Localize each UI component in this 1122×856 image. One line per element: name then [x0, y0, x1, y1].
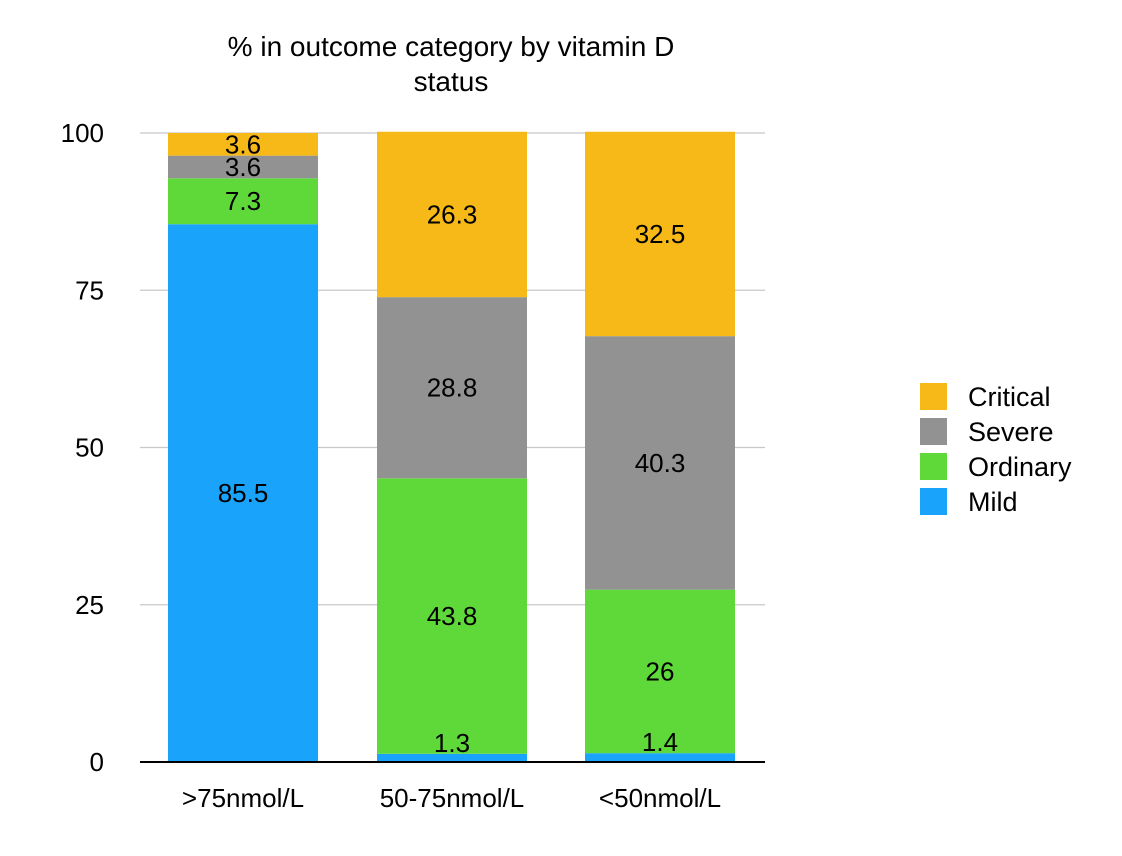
bar-segment-ordinary: [377, 478, 527, 754]
y-tick-label: 25: [75, 590, 104, 620]
chart-title: % in outcome category by vitamin D statu…: [228, 31, 675, 97]
bar-segment-mild: [585, 753, 735, 762]
x-axis-category-labels: >75nmol/L 50-75nmol/L <50nmol/L: [182, 783, 721, 813]
data-label-severe: 40.3: [635, 448, 686, 478]
bar-segment-severe: [377, 297, 527, 479]
bar-segment-critical: [168, 133, 318, 156]
legend-swatch-ordinary: [920, 453, 947, 480]
legend-swatch-critical: [920, 383, 947, 410]
chart-title-line-1: % in outcome category by vitamin D: [228, 31, 675, 62]
legend-swatch-severe: [920, 418, 947, 445]
data-label-critical: 26.3: [427, 199, 478, 229]
legend-label-severe: Severe: [968, 417, 1054, 447]
y-tick-label: 0: [90, 747, 104, 777]
data-label-mild: 85.5: [218, 478, 269, 508]
data-label-mild: 1.3: [434, 728, 470, 758]
legend-label-mild: Mild: [968, 487, 1018, 517]
legend: Critical Severe Ordinary Mild: [920, 382, 1072, 517]
bar-segment-ordinary: [168, 178, 318, 225]
data-label-mild: 1.4: [642, 727, 678, 757]
y-axis-tick-labels: 0 25 50 75 100: [61, 118, 104, 777]
legend-swatch-mild: [920, 488, 947, 515]
data-label-critical: 32.5: [635, 219, 686, 249]
data-label-critical: 3.6: [225, 129, 261, 159]
bar-segment-mild: [377, 753, 527, 762]
y-tick-label: 75: [75, 275, 104, 305]
legend-label-critical: Critical: [968, 382, 1051, 412]
data-labels: 85.5 7.3 3.63.6 1.3 43.8 28.8 26.3 1.4 26 40.3 32.…: [218, 129, 686, 758]
y-tick-label: 50: [75, 433, 104, 463]
x-category-label: <50nmol/L: [599, 783, 721, 813]
x-category-label: 50-75nmol/L: [380, 783, 525, 813]
data-label-severe: 3.6: [225, 152, 261, 182]
bar-segment-severe: [168, 155, 318, 179]
data-label-ordinary: 7.3: [225, 186, 261, 216]
bar-segment-ordinary: [585, 589, 735, 754]
y-tick-label: 100: [61, 118, 104, 148]
bar-segment-severe: [585, 336, 735, 590]
legend-label-ordinary: Ordinary: [968, 452, 1072, 482]
bar-segment-critical: [377, 131, 527, 298]
bar-segment-critical: [585, 131, 735, 337]
chart-title-line-2: status: [414, 66, 489, 97]
data-label-ordinary: 43.8: [427, 601, 478, 631]
data-label-severe: 28.8: [427, 373, 478, 403]
bar-segment-mild: [168, 224, 318, 762]
x-category-label: >75nmol/L: [182, 783, 304, 813]
data-label-ordinary: 26: [646, 656, 675, 686]
bar-segments: [168, 131, 735, 762]
